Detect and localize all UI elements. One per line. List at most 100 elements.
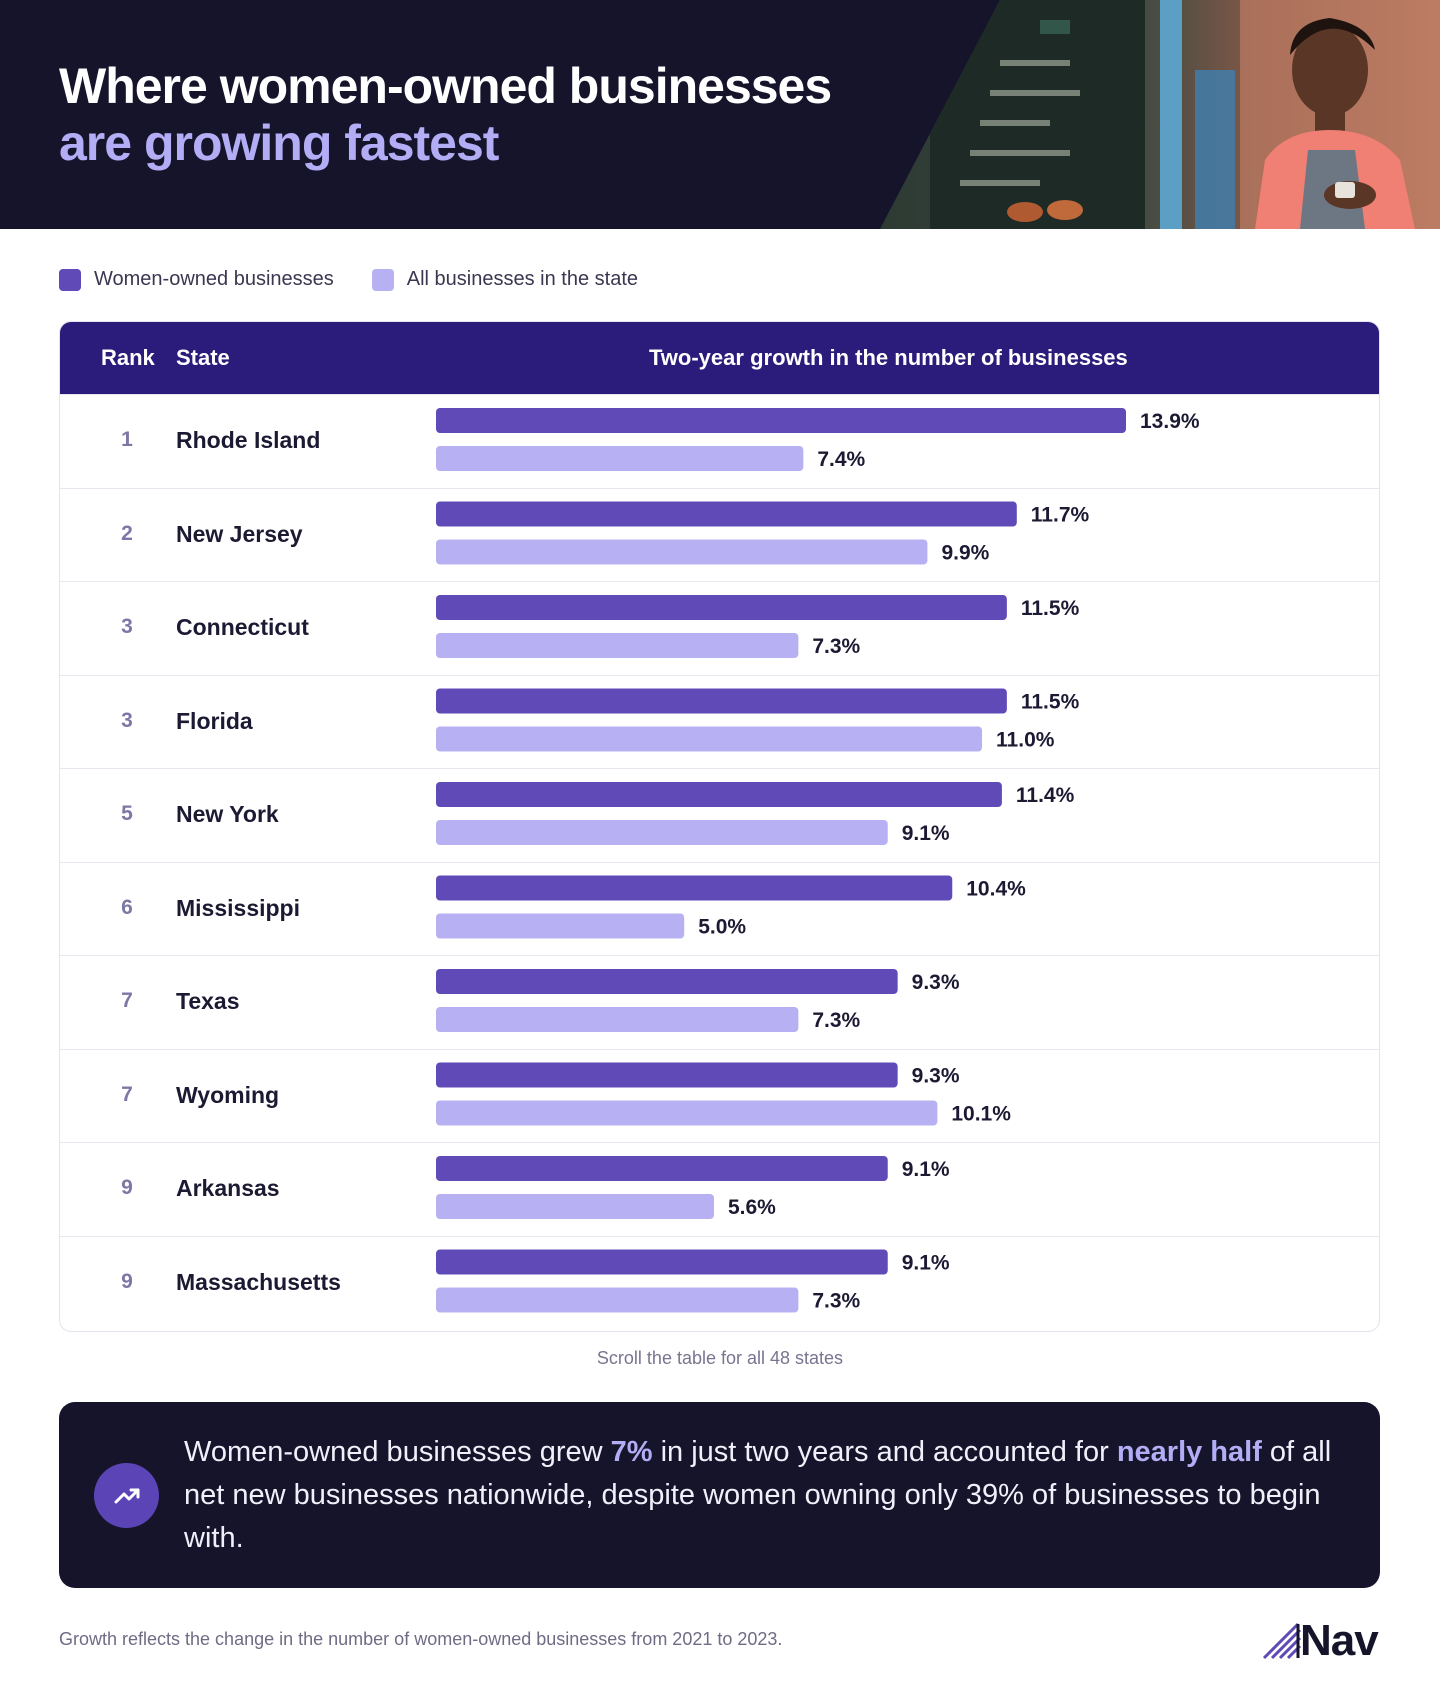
data-label-women: 9.1% [902, 1252, 950, 1275]
table-row: 3 Florida [60, 674, 1379, 769]
bar-all [436, 913, 685, 939]
data-label-women: 11.5% [1021, 597, 1080, 620]
data-label-women: 9.3% [912, 1065, 960, 1088]
data-label-all: 7.3% [812, 1290, 860, 1313]
rank-cell: 9 [121, 1269, 133, 1293]
bar-women [436, 782, 1002, 807]
bar-women [436, 875, 953, 901]
callout-text-b: in just two years and accounted for [652, 1436, 1117, 1468]
data-label-all: 7.4% [817, 448, 865, 471]
bar-women [436, 1249, 888, 1275]
state-cell: Connecticut [176, 614, 309, 640]
data-label-all: 11.0% [996, 729, 1055, 752]
data-label-women: 11.7% [1031, 504, 1090, 527]
rank-cell: 7 [121, 1082, 133, 1106]
data-label-women: 9.3% [912, 971, 960, 994]
trending-up-icon [94, 1463, 159, 1528]
rank-cell: 9 [121, 1176, 133, 1199]
table-row: 3 Connecticut [60, 581, 1379, 675]
bar-all [436, 446, 804, 471]
bar-all [436, 1194, 714, 1219]
bar-all [436, 1287, 799, 1313]
callout-highlight-percent: 7% [610, 1436, 653, 1468]
data-label-all: 10.1% [951, 1103, 1011, 1126]
table-row: 6 Mississippi [60, 861, 1379, 956]
table-row: 9 Massachusetts [60, 1235, 1379, 1330]
bar-all [436, 726, 983, 752]
legend-swatch-all [371, 268, 394, 291]
state-cell: Mississippi [176, 894, 300, 921]
bar-all [436, 1100, 938, 1126]
table-row: 7 Wyoming [60, 1048, 1379, 1143]
legend-item-all: All businesses in the state [371, 268, 639, 291]
state-cell: Rhode Island [176, 427, 321, 453]
state-cell: Massachusetts [176, 1268, 341, 1295]
rank-cell: 7 [121, 989, 133, 1012]
callout-text-c: of all net new businesses nationwide, de… [184, 1436, 1332, 1554]
legend-label-women: Women-owned businesses [94, 268, 334, 290]
data-label-women: 13.9% [1140, 410, 1200, 433]
bar-women [436, 595, 1007, 620]
nav-logo[interactable]: Nav [1262, 1616, 1379, 1666]
bar-all [436, 1007, 799, 1032]
title-line-2: are growing fastest [59, 115, 499, 171]
table-row: 1 Rhode Island [60, 394, 1379, 488]
data-label-all: 5.0% [698, 916, 746, 939]
chart-legend: Women-owned businesses All businesses in… [59, 268, 676, 291]
bar-all [436, 539, 928, 565]
nav-logo-text: Nav [1300, 1616, 1379, 1665]
state-cell: Arkansas [176, 1175, 280, 1201]
table-row: 5 New York [60, 768, 1379, 862]
header-growth: Two-year growth in the number of busines… [649, 345, 1128, 370]
growth-table[interactable]: Rank State Two-year growth in the number… [59, 321, 1380, 1332]
header-state: State [176, 345, 230, 370]
hero-photo-image [880, 0, 1440, 229]
rank-cell: 6 [121, 895, 133, 919]
nav-logo-icon [1262, 1622, 1302, 1660]
legend-label-all: All businesses in the state [406, 268, 639, 290]
callout-box: Women-owned businesses grew 7% in just t… [59, 1402, 1380, 1588]
state-cell: New York [176, 801, 279, 827]
data-label-all: 9.9% [941, 542, 989, 565]
rank-cell: 1 [121, 428, 133, 451]
header-rank: Rank [101, 345, 155, 370]
bar-chart: 13.9% 7.4% 11.7% 9.9% 11.5% 7.3% 11.5% 11.0% 11.… [436, 408, 1200, 1313]
data-label-women: 11.4% [1016, 784, 1075, 807]
table-row: 7 Texas [60, 955, 1379, 1049]
data-label-all: 7.3% [812, 635, 860, 658]
bar-women [436, 969, 898, 994]
rank-cell: 3 [121, 708, 133, 732]
table-row: 2 New Jersey [60, 487, 1379, 582]
rank-cell: 2 [121, 521, 133, 545]
bar-women [436, 688, 1007, 714]
bar-all [436, 820, 888, 845]
bar-women [436, 1062, 898, 1088]
data-label-all: 5.6% [728, 1196, 776, 1219]
data-label-all: 9.1% [902, 822, 950, 845]
table-header: Rank State Two-year growth in the number… [60, 322, 1379, 394]
bar-women [436, 1156, 888, 1181]
callout-highlight-half: nearly half [1116, 1436, 1262, 1468]
bar-women [436, 408, 1126, 433]
bar-women [436, 501, 1017, 527]
title-line-1: Where women-owned businesses [59, 58, 832, 114]
callout-text: Women-owned businesses grew 7% in just t… [184, 1431, 1354, 1560]
state-cell: Texas [176, 988, 240, 1014]
state-cell: Florida [176, 707, 253, 734]
hero-banner: Where women-owned businesses are growing… [0, 0, 1440, 229]
rank-cell: 5 [121, 802, 133, 825]
scroll-note: Scroll the table for all 48 states [596, 1348, 844, 1368]
state-cell: Wyoming [176, 1081, 280, 1108]
legend-swatch-women [59, 268, 81, 291]
data-label-women: 10.4% [966, 878, 1026, 901]
bar-all [436, 633, 799, 658]
table-row: 9 Arkansas [60, 1142, 1379, 1236]
callout-text-a: Women-owned businesses grew [184, 1436, 611, 1468]
state-cell: New Jersey [176, 520, 303, 547]
legend-item-women: Women-owned businesses [59, 268, 334, 291]
page-title: Where women-owned businesses are growing… [59, 58, 832, 172]
rank-cell: 3 [121, 615, 133, 638]
data-label-women: 9.1% [902, 1158, 950, 1181]
data-label-women: 11.5% [1021, 691, 1080, 714]
footnote: Growth reflects the change in the number… [59, 1629, 783, 1649]
